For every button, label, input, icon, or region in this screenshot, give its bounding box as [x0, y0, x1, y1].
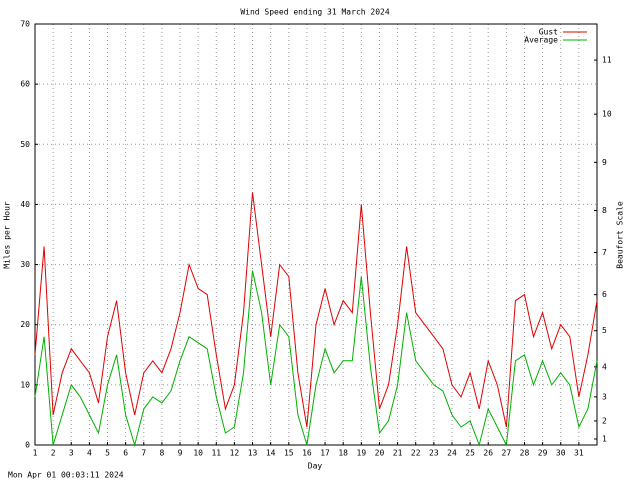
y-tick-label: 0 — [25, 441, 30, 450]
y2-tick-label: 11 — [602, 56, 612, 65]
x-tick-label: 10 — [193, 449, 203, 458]
y2-tick-label: 10 — [602, 110, 612, 119]
x-tick-label: 28 — [520, 449, 530, 458]
series-line — [34, 270, 598, 447]
y-tick-label: 40 — [20, 200, 30, 209]
legend-label: Average — [524, 36, 558, 45]
y2-tick-label: 3 — [602, 392, 607, 401]
x-tick-label: 27 — [502, 449, 512, 458]
x-tick-label: 15 — [284, 449, 294, 458]
x-tick-label: 8 — [159, 449, 164, 458]
y-tick-label: 70 — [20, 20, 30, 29]
y2-tick-label: 9 — [602, 158, 607, 167]
y-tick-label: 10 — [20, 380, 30, 389]
x-tick-label: 22 — [411, 449, 421, 458]
legend-label: Gust — [539, 28, 558, 37]
y2-tick-label: 1 — [602, 434, 607, 443]
y-tick-label: 20 — [20, 320, 30, 329]
footer: Mon Apr 01 00:03:11 2024 — [8, 471, 124, 480]
x-tick-label: 26 — [483, 449, 493, 458]
x-tick-label: 21 — [393, 449, 403, 458]
x-tick-label: 17 — [320, 449, 330, 458]
y2-axis-label: Beaufort Scale — [616, 201, 625, 269]
y2-tick-label: 2 — [602, 416, 607, 425]
x-tick-label: 5 — [105, 449, 110, 458]
x-tick-label: 20 — [375, 449, 385, 458]
x-tick-label: 19 — [357, 449, 367, 458]
series-line — [34, 192, 598, 428]
x-tick-label: 16 — [302, 449, 312, 458]
plot-frame — [34, 23, 598, 446]
x-tick-label: 23 — [429, 449, 439, 458]
chart-title: Wind Speed ending 31 March 2024 — [240, 8, 389, 17]
x-tick-label: 31 — [574, 449, 584, 458]
x-axis-label: Day — [308, 462, 323, 471]
y2-tick-label: 5 — [602, 326, 607, 335]
x-tick-label: 30 — [556, 449, 566, 458]
x-tick-label: 12 — [230, 449, 240, 458]
x-tick-label: 14 — [266, 449, 276, 458]
y-axis-label: Miles per Hour — [3, 201, 12, 269]
y2-tick-label: 4 — [602, 362, 607, 371]
x-tick-label: 18 — [338, 449, 348, 458]
x-tick-label: 6 — [123, 449, 128, 458]
x-tick-label: 29 — [538, 449, 548, 458]
x-tick-label: 4 — [87, 449, 92, 458]
y2-tick-label: 7 — [602, 248, 607, 257]
x-tick-label: 13 — [248, 449, 258, 458]
y-tick-label: 50 — [20, 140, 30, 149]
x-tick-label: 25 — [465, 449, 475, 458]
x-tick-label: 11 — [211, 449, 221, 458]
x-tick-label: 3 — [69, 449, 74, 458]
x-tick-label: 9 — [178, 449, 183, 458]
x-tick-label: 2 — [51, 449, 56, 458]
x-tick-label: 7 — [141, 449, 146, 458]
x-tick-label: 24 — [447, 449, 457, 458]
y-tick-label: 30 — [20, 260, 30, 269]
y2-tick-label: 6 — [602, 290, 607, 299]
y2-tick-label: 8 — [602, 206, 607, 215]
y-tick-label: 60 — [20, 80, 30, 89]
x-tick-label: 1 — [33, 449, 38, 458]
